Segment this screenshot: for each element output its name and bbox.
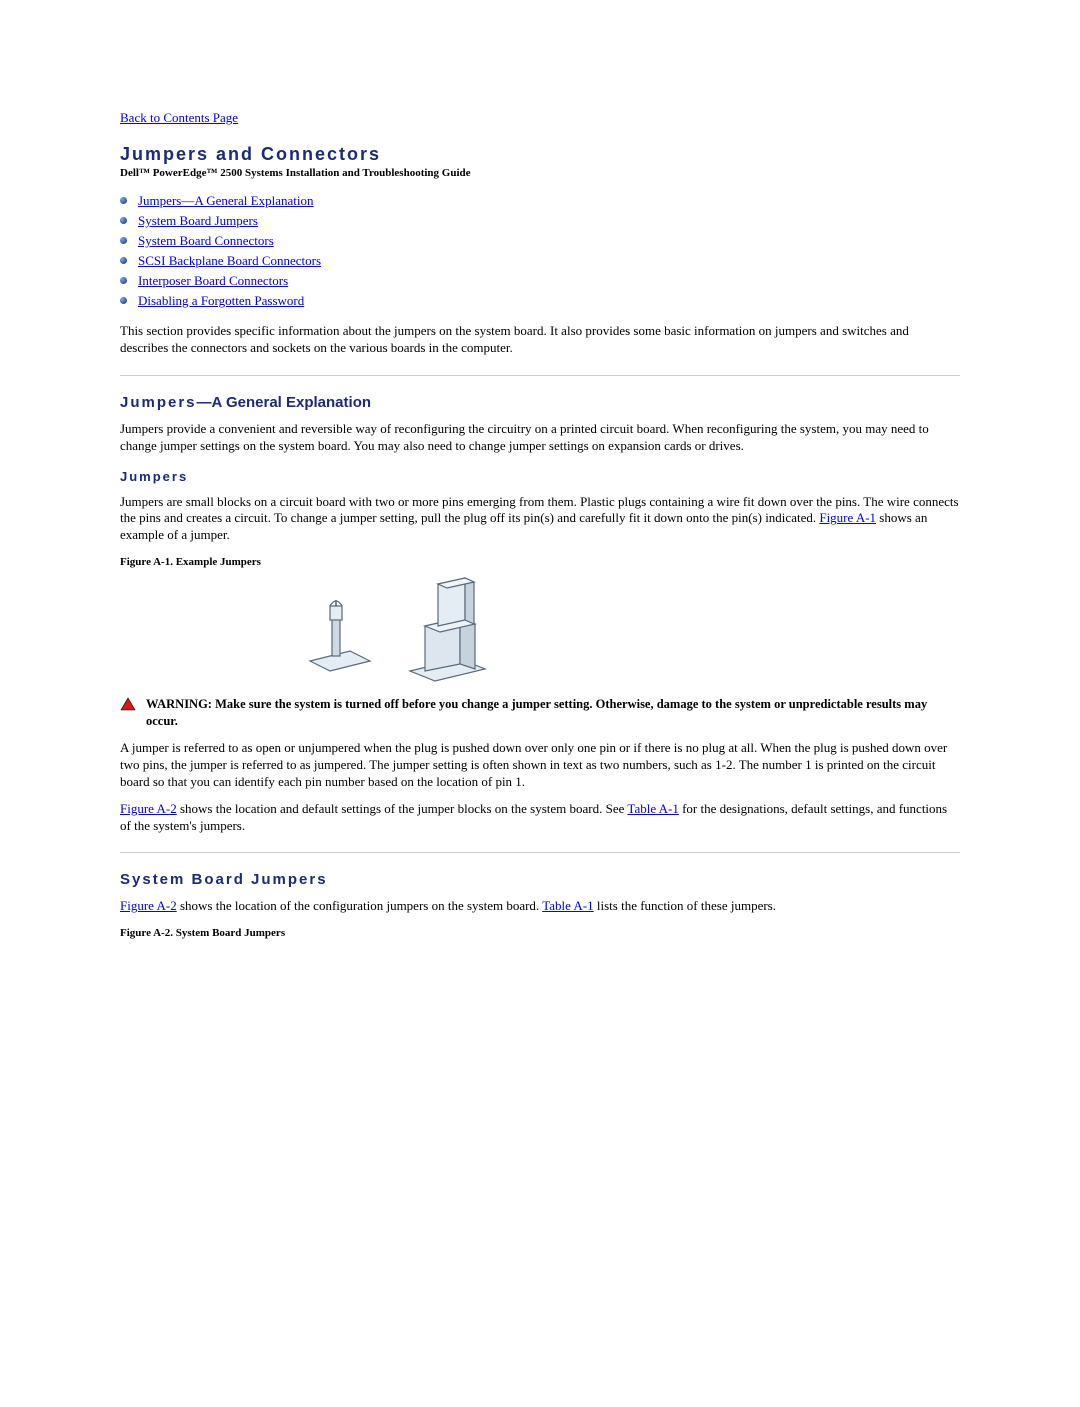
toc-item: System Board Jumpers [120, 213, 960, 229]
warning-label: WARNING: [146, 697, 215, 711]
toc-item: Disabling a Forgotten Password [120, 293, 960, 309]
warning-text: WARNING: Make sure the system is turned … [146, 696, 960, 730]
figure-a2-link[interactable]: Figure A-2 [120, 801, 177, 816]
table-a1-link[interactable]: Table A-1 [542, 898, 593, 913]
page-title: Jumpers and Connectors [120, 144, 960, 165]
sec1-p3: A jumper is referred to as open or unjum… [120, 740, 960, 791]
divider [120, 852, 960, 853]
bullet-icon [120, 257, 127, 264]
bullet-icon [120, 297, 127, 304]
section-heading-general-explanation: Jumpers—A General Explanation [120, 394, 960, 411]
bullet-icon [120, 217, 127, 224]
page-subtitle: Dell™ PowerEdge™ 2500 Systems Installati… [120, 167, 960, 179]
toc-list: Jumpers—A General Explanation System Boa… [120, 193, 960, 309]
toc-item: SCSI Backplane Board Connectors [120, 253, 960, 269]
toc-item: Interposer Board Connectors [120, 273, 960, 289]
intro-paragraph: This section provides specific informati… [120, 323, 960, 357]
toc-item: System Board Connectors [120, 233, 960, 249]
warning-triangle-icon [120, 697, 136, 711]
text-span: shows the location and default settings … [177, 801, 628, 816]
bullet-icon [120, 237, 127, 244]
jumper-illustration-icon [260, 576, 520, 686]
warning-block: WARNING: Make sure the system is turned … [120, 696, 960, 730]
bullet-icon [120, 197, 127, 204]
back-link-row: Back to Contents Page [120, 110, 960, 126]
toc-link-interposer[interactable]: Interposer Board Connectors [138, 273, 288, 288]
table-a1-link[interactable]: Table A-1 [627, 801, 678, 816]
toc-link-system-board-connectors[interactable]: System Board Connectors [138, 233, 274, 248]
text-span: shows the location of the configuration … [177, 898, 543, 913]
toc-item: Jumpers—A General Explanation [120, 193, 960, 209]
toc-link-scsi-backplane[interactable]: SCSI Backplane Board Connectors [138, 253, 321, 268]
toc-link-disabling-password[interactable]: Disabling a Forgotten Password [138, 293, 304, 308]
figure-a2-caption: Figure A-2. System Board Jumpers [120, 927, 960, 939]
sec1-p4: Figure A-2 shows the location and defaul… [120, 801, 960, 835]
section-heading-system-board-jumpers: System Board Jumpers [120, 871, 960, 888]
figure-a1-link[interactable]: Figure A-1 [819, 510, 876, 525]
toc-link-system-board-jumpers[interactable]: System Board Jumpers [138, 213, 258, 228]
figure-a1-caption: Figure A-1. Example Jumpers [120, 556, 960, 568]
figure-a1-image [260, 576, 520, 686]
figure-a2-placeholder [120, 947, 960, 1367]
sec1-p2: Jumpers are small blocks on a circuit bo… [120, 494, 960, 545]
sec2-p1: Figure A-2 shows the location of the con… [120, 898, 960, 915]
figure-a2-link[interactable]: Figure A-2 [120, 898, 177, 913]
section-heading-strong: Jumpers [120, 394, 197, 411]
back-to-contents-link[interactable]: Back to Contents Page [120, 110, 238, 125]
subsection-heading-jumpers: Jumpers [120, 469, 960, 484]
toc-link-general-explanation[interactable]: Jumpers—A General Explanation [138, 193, 313, 208]
warning-body: Make sure the system is turned off befor… [146, 697, 927, 728]
divider [120, 375, 960, 376]
section-heading-rest: —A General Explanation [197, 394, 372, 411]
sec1-p1: Jumpers provide a convenient and reversi… [120, 421, 960, 455]
bullet-icon [120, 277, 127, 284]
text-span: lists the function of these jumpers. [594, 898, 776, 913]
document-page: Back to Contents Page Jumpers and Connec… [0, 0, 1080, 1407]
